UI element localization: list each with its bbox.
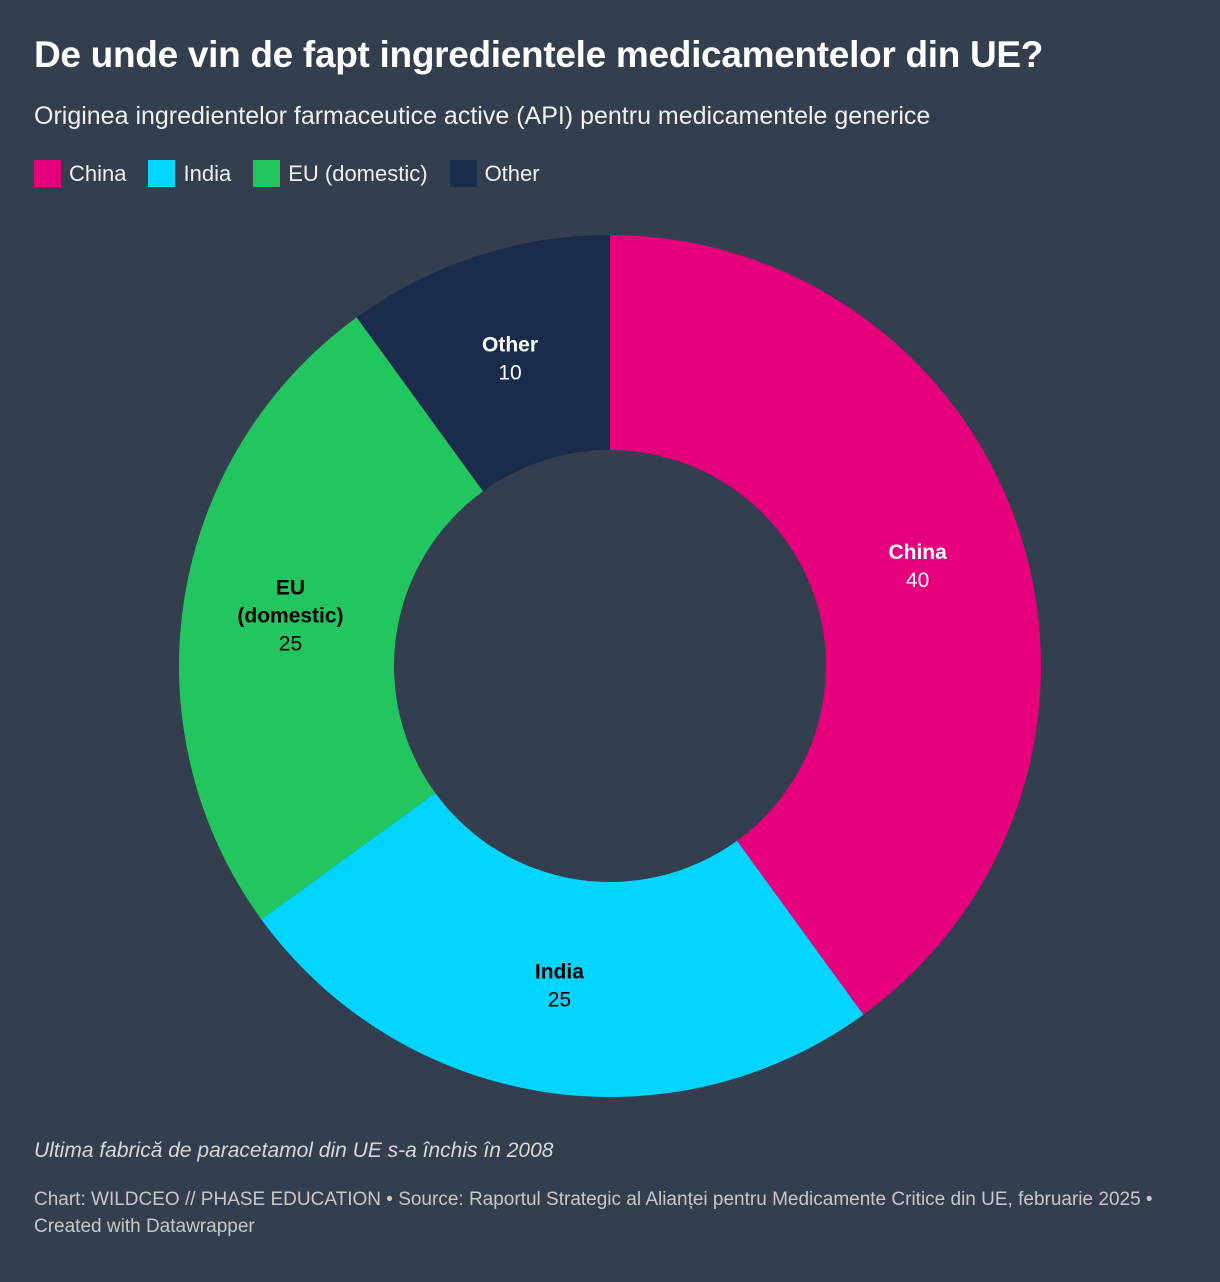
slice-value: 25 bbox=[548, 989, 571, 1012]
donut-slice-india bbox=[261, 792, 864, 1097]
legend-label: India bbox=[183, 160, 232, 186]
legend: China India EU (domestic) Other bbox=[34, 160, 540, 187]
chart-note: Ultima fabrică de paracetamol din UE s-a… bbox=[34, 1139, 554, 1162]
chart-footer: Chart: WILDCEO // PHASE EDUCATION • Sour… bbox=[34, 1189, 1153, 1237]
slice-label: China 40 bbox=[888, 541, 947, 592]
legend-label: China bbox=[69, 160, 127, 186]
donut-slice-eu-domestic bbox=[178, 317, 484, 920]
legend-swatch bbox=[449, 160, 477, 187]
legend-item: China bbox=[34, 160, 126, 187]
slice-value: 40 bbox=[906, 569, 929, 592]
slice-label: Other 10 bbox=[482, 333, 538, 384]
legend-item: India bbox=[148, 160, 231, 187]
chart-title: De unde vin de fapt ingredientele medica… bbox=[34, 34, 1044, 75]
slice-value: 25 bbox=[279, 632, 302, 655]
legend-swatch bbox=[34, 160, 61, 187]
donut-slice-china bbox=[610, 235, 1042, 1015]
legend-swatch bbox=[148, 160, 176, 187]
legend-label: Other bbox=[484, 160, 540, 186]
legend-item: Other bbox=[449, 160, 540, 187]
chart-subtitle: Originea ingredientelor farmaceutice act… bbox=[34, 102, 931, 130]
slice-value: 10 bbox=[498, 361, 521, 384]
legend-label: EU (domestic) bbox=[288, 160, 428, 186]
slice-label: EU (domestic) 25 bbox=[237, 576, 343, 655]
slice-label: India 25 bbox=[535, 961, 584, 1012]
legend-swatch bbox=[253, 160, 281, 187]
legend-item: EU (domestic) bbox=[253, 160, 428, 187]
donut-slice-other bbox=[356, 235, 610, 492]
